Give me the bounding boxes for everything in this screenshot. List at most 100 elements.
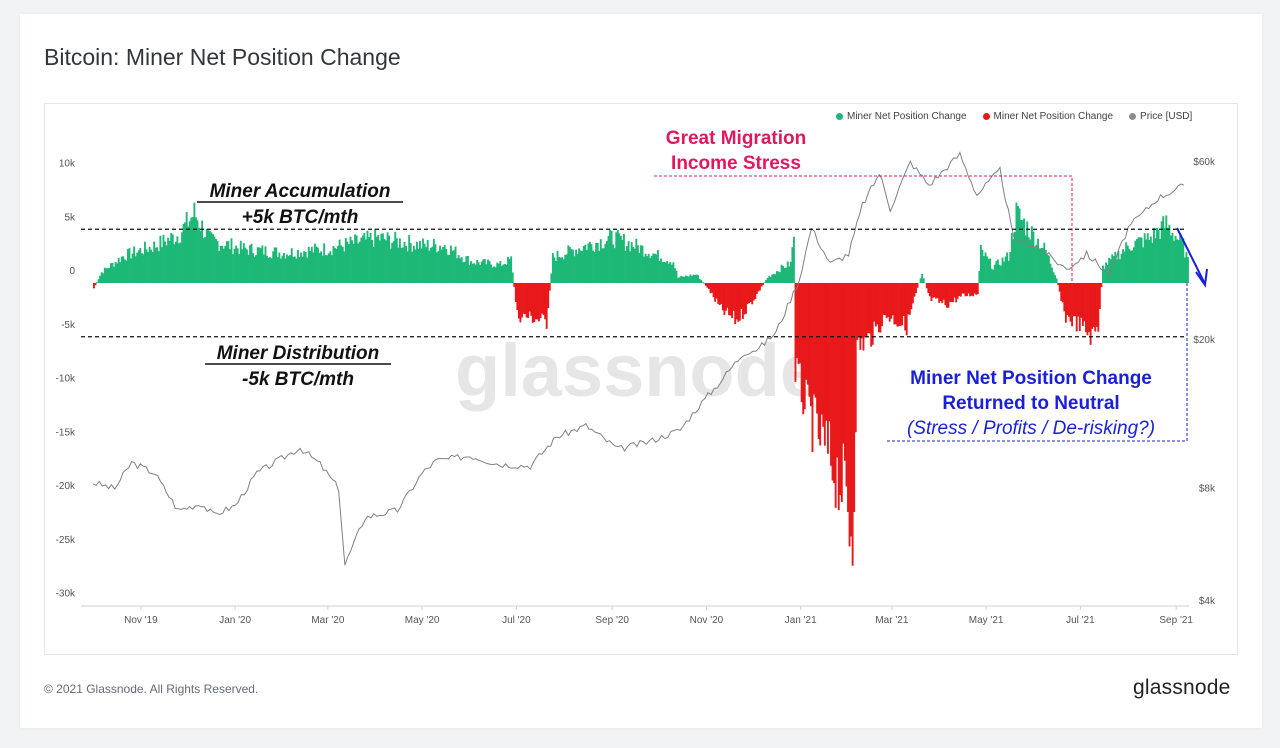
net-position-bar: [1068, 283, 1070, 317]
net-position-bar: [116, 263, 119, 283]
net-position-bar: [576, 253, 579, 283]
net-position-bar: [847, 283, 849, 512]
net-position-bar: [907, 283, 910, 315]
net-position-bar: [126, 249, 129, 283]
net-position-bar: [724, 283, 727, 311]
net-position-bar: [607, 235, 610, 283]
net-position-bar: [714, 283, 717, 302]
net-position-bar: [534, 283, 537, 320]
net-position-bar: [805, 283, 808, 380]
net-position-bar: [219, 245, 222, 283]
net-position-bar: [649, 258, 652, 283]
net-position-bar: [850, 283, 853, 537]
legend-item-distribution[interactable]: Miner Net Position Change: [982, 111, 1113, 122]
net-position-bar: [978, 271, 981, 283]
net-position-bar: [966, 283, 968, 297]
net-position-bar: [1114, 251, 1117, 283]
net-position-bar: [261, 245, 264, 283]
net-position-bar: [542, 283, 545, 315]
net-position-bar: [677, 277, 679, 283]
net-position-bar: [1137, 237, 1140, 283]
net-position-bar: [143, 241, 146, 283]
net-position-bar: [272, 251, 275, 283]
net-position-bar: [800, 283, 803, 403]
net-position-bar: [199, 230, 202, 283]
net-position-bar: [1095, 283, 1098, 327]
net-position-bar: [1037, 238, 1040, 283]
net-position-bar: [224, 245, 227, 283]
watermark-text: glassnode: [455, 329, 821, 412]
net-position-bar: [105, 268, 108, 283]
net-position-bar: [355, 235, 358, 283]
net-position-bar: [538, 283, 540, 322]
x-tick-label: Nov '20: [690, 615, 724, 626]
legend-dot-grey: [1129, 113, 1137, 120]
net-position-bar: [825, 283, 828, 421]
net-position-bar: [544, 283, 547, 320]
legend-dot-red: [982, 113, 990, 120]
net-position-bar: [604, 243, 607, 283]
net-position-bar: [618, 233, 621, 283]
net-position-bar: [381, 233, 384, 283]
net-position-bar: [751, 283, 754, 305]
net-position-bar: [1051, 267, 1053, 283]
net-position-bar: [160, 247, 163, 283]
net-position-bar: [275, 247, 278, 283]
net-position-bar: [176, 236, 179, 283]
net-position-bar: [258, 247, 261, 283]
net-position-bar: [1170, 235, 1172, 283]
net-position-bar: [768, 276, 771, 283]
net-position-bar: [905, 283, 908, 336]
net-position-bar: [431, 246, 434, 283]
net-position-bar: [684, 275, 687, 283]
net-position-bar: [411, 251, 414, 283]
net-position-bar: [1055, 278, 1058, 283]
y-left-tick-label: -5k: [61, 320, 76, 331]
net-position-bar: [669, 262, 672, 283]
net-position-bar: [1006, 252, 1009, 283]
net-position-bar: [301, 256, 304, 283]
net-position-bar: [230, 238, 233, 283]
net-position-bar: [885, 283, 888, 319]
net-position-bar: [264, 246, 267, 283]
net-position-bar: [1185, 252, 1188, 283]
net-position-bar: [167, 237, 170, 283]
net-position-bar: [508, 258, 511, 283]
brand-logo[interactable]: glassnode: [1133, 676, 1231, 699]
net-position-bar: [128, 248, 131, 283]
net-position-bar: [1160, 221, 1163, 283]
net-position-bar: [961, 283, 964, 294]
net-position-bar: [96, 282, 98, 283]
legend-item-accumulation[interactable]: Miner Net Position Change: [836, 111, 967, 122]
net-position-bar: [819, 283, 822, 446]
net-position-bar: [216, 241, 219, 283]
net-position-bar: [278, 252, 281, 283]
net-position-bar: [613, 248, 616, 283]
net-position-bar: [513, 283, 516, 287]
net-position-bar: [1122, 249, 1124, 283]
net-position-bar: [1054, 275, 1057, 283]
y-left-tick-label: -10k: [56, 374, 76, 385]
net-position-bar: [745, 283, 747, 314]
y-right-tick-label: $8k: [1199, 484, 1216, 495]
net-position-bar: [990, 268, 993, 283]
net-position-bar: [775, 271, 778, 283]
net-position-bar: [164, 241, 166, 283]
net-position-bar: [1058, 283, 1061, 292]
net-position-bar: [803, 283, 806, 410]
net-position-bar: [343, 251, 346, 283]
legend-item-price[interactable]: Price [USD]: [1129, 111, 1192, 122]
net-position-bar: [808, 283, 811, 397]
net-position-bar: [485, 264, 488, 283]
net-position-bar: [1139, 237, 1141, 283]
net-position-bar: [113, 266, 115, 283]
net-position-bar: [1038, 249, 1041, 283]
net-position-bar: [1063, 283, 1066, 312]
net-position-bar: [839, 283, 842, 496]
net-position-bar: [494, 267, 497, 283]
net-position-bar: [1100, 283, 1103, 288]
net-position-bar: [629, 251, 632, 283]
net-position-bar: [891, 283, 894, 316]
net-position-bar: [394, 231, 397, 283]
net-position-bar: [548, 283, 551, 291]
